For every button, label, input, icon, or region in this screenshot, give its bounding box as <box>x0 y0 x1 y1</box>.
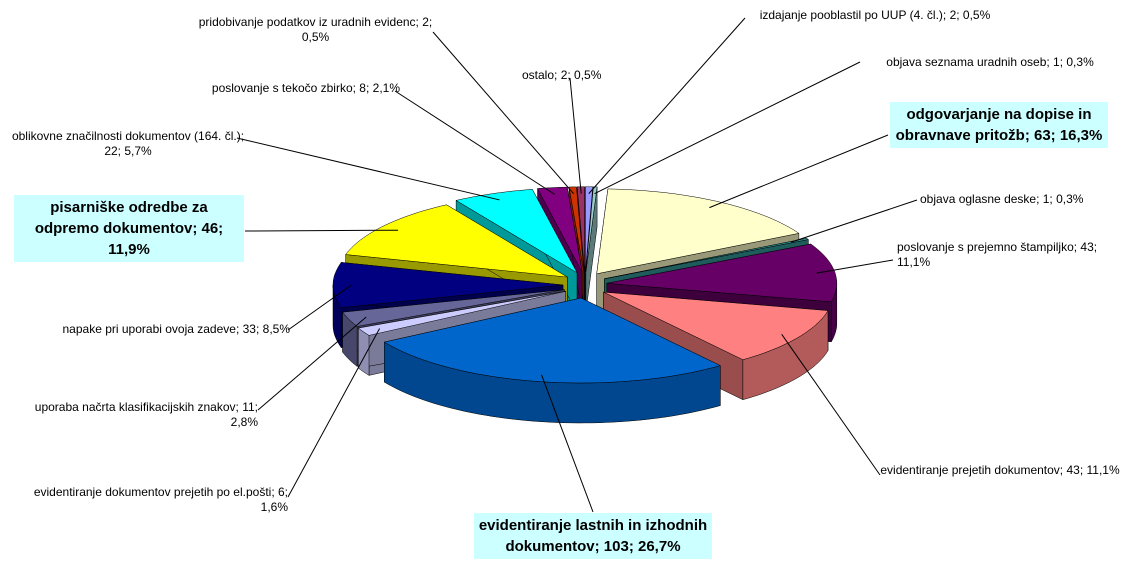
leader-line <box>541 374 594 513</box>
leader-line <box>594 61 861 195</box>
leader-line <box>816 259 894 274</box>
slice-label: oblikovne značilnosti dokumentov (164. č… <box>11 129 245 158</box>
leader-line <box>569 77 582 194</box>
slice-label: poslovanje s prejemno štampiljko; 43; 11… <box>897 240 1098 269</box>
slice-top <box>606 243 838 303</box>
slice-top <box>604 238 810 280</box>
slice-top <box>332 262 564 308</box>
slice-top <box>345 204 568 278</box>
slice-label: ostalo; 2; 0,5% <box>522 68 602 82</box>
leader-line <box>432 31 574 195</box>
slice-top <box>357 291 566 336</box>
slice <box>585 186 598 312</box>
leader-line <box>287 328 381 498</box>
slice-top <box>383 297 722 384</box>
leader-line <box>588 17 746 194</box>
slice-top <box>455 189 578 274</box>
leader-line <box>781 334 881 476</box>
slice-top <box>596 188 800 275</box>
slice-label: poslovanje s tekočo zbirko; 8; 2,1% <box>211 81 400 95</box>
slice-label: evidentiranje dokumentov prejetih po el.… <box>33 485 288 514</box>
slice <box>383 297 722 424</box>
leader-line <box>257 316 367 411</box>
leader-line <box>709 134 889 209</box>
leader-line <box>394 90 555 195</box>
leader-line <box>244 229 399 232</box>
slice-label: odgovarjanje na dopise in obravnave prit… <box>890 102 1108 148</box>
slice-top <box>603 291 829 360</box>
slice-label: pisarniške odredbe za odpremo dokumentov… <box>14 195 244 262</box>
slice-top <box>585 186 594 272</box>
pie <box>332 186 838 424</box>
slice-label: objava seznama uradnih oseb; 1; 0,3% <box>886 55 1094 69</box>
slice-label: uporaba načrta klasifikacijskih znakov; … <box>34 400 258 429</box>
slice-label: evidentiranje prejetih dokumentov; 43; 1… <box>880 463 1120 477</box>
leader-line <box>791 199 918 243</box>
leader-line <box>236 137 500 201</box>
slice-label: evidentiranje lastnih in izhodnih dokume… <box>474 513 712 559</box>
slice-label: izdajanje pooblastil po UUP (4. čl.); 2;… <box>759 8 991 22</box>
slice-label: pridobivanje podatkov iz uradnih evidenc… <box>198 15 433 44</box>
slice-top <box>537 186 583 273</box>
slice-label: napake pri uporabi ovoja zadeve; 33; 8,5… <box>62 322 291 336</box>
slice-label: objava oglasne deske; 1; 0,3% <box>920 192 1084 206</box>
leader-line <box>287 284 352 331</box>
slice-top <box>568 186 585 272</box>
